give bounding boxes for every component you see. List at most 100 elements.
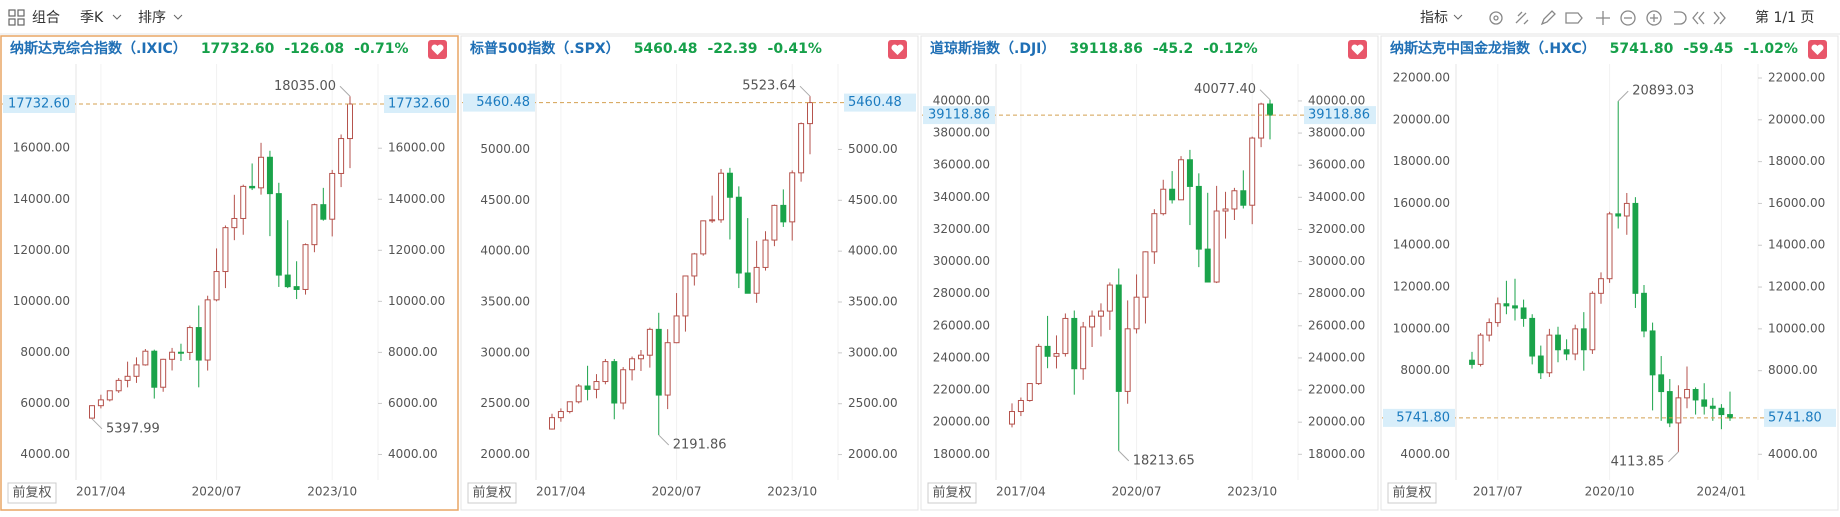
toolbar-item[interactable]: 季K <box>80 10 104 26</box>
candle-body <box>1572 328 1579 355</box>
y2-tick-label: 2000.00 <box>848 447 898 461</box>
toolbar-item[interactable]: 组合 <box>32 10 60 26</box>
y2-tick-label: 26000.00 <box>1308 318 1365 332</box>
candle-body <box>142 350 149 366</box>
annotation-max: 18035.00 <box>274 79 336 94</box>
x-tick-label: 2020/07 <box>1112 485 1162 499</box>
candle-body <box>611 361 618 404</box>
candle-body <box>1701 399 1708 407</box>
candle-body <box>682 275 689 317</box>
quote-change-pct: -0.41% <box>768 41 822 57</box>
candle-body <box>195 327 202 361</box>
candle-body <box>151 350 158 388</box>
adjust-button[interactable] <box>7 482 57 504</box>
y-tick-label: 4000.00 <box>20 447 70 461</box>
y-tick-label: 34000.00 <box>933 190 990 204</box>
y-tick-label: 4000.00 <box>1400 447 1450 461</box>
candle-body <box>160 358 167 388</box>
candle-body <box>311 204 318 246</box>
adjust-button-label: 前复权 <box>1392 485 1431 501</box>
last-price-label: 5741.80 <box>1396 410 1450 425</box>
adjust-button-label: 前复权 <box>472 485 511 501</box>
candle-body <box>637 354 644 360</box>
candle-body <box>798 123 805 174</box>
chart-title: 标普500指数（.SPX） <box>469 40 620 57</box>
quote-change-pct: -0.12% <box>1203 41 1257 57</box>
annotation-leader <box>1259 89 1271 101</box>
y-tick-label: 12000.00 <box>13 243 70 257</box>
last-price-label: 17732.60 <box>388 97 450 112</box>
x-tick-label: 2017/07 <box>1473 485 1523 499</box>
last-price-label: 5741.80 <box>1768 410 1822 425</box>
candle-body <box>780 204 787 223</box>
y2-tick-label: 3500.00 <box>848 295 898 309</box>
adjust-button[interactable] <box>927 482 977 504</box>
y2-tick-label: 12000.00 <box>1768 280 1825 294</box>
y2-tick-label: 10000.00 <box>388 294 445 308</box>
y-tick-label: 2500.00 <box>480 396 530 410</box>
candle-body <box>673 315 680 344</box>
candle-body <box>1503 303 1510 307</box>
candle-body <box>213 271 220 301</box>
toolbar-item[interactable]: 排序 <box>138 10 166 26</box>
last-price-label: 17732.60 <box>8 97 70 112</box>
candle-body <box>1133 296 1140 330</box>
x-tick-label: 2017/04 <box>996 485 1046 499</box>
candle-body <box>169 351 176 360</box>
candle-body <box>575 385 582 403</box>
candle-body <box>1546 334 1553 374</box>
y-tick-label: 5000.00 <box>480 142 530 156</box>
x-tick-label: 2020/10 <box>1585 485 1635 499</box>
candle-body <box>89 405 95 419</box>
candle-body <box>222 227 229 273</box>
y2-tick-label: 4000.00 <box>1768 447 1818 461</box>
y2-tick-label: 22000.00 <box>1768 71 1825 85</box>
candle-body <box>1017 399 1024 413</box>
quote-change-pct: -0.71% <box>354 41 408 57</box>
candle-body <box>1009 411 1015 425</box>
candle-body <box>1142 251 1149 298</box>
y-tick-label: 18000.00 <box>933 447 990 461</box>
adjust-button[interactable] <box>467 482 517 504</box>
layout-icon[interactable] <box>8 9 25 26</box>
candle-body <box>124 375 131 381</box>
tool-icons[interactable] <box>1489 10 1726 26</box>
quote-last: 17732.60 <box>201 41 275 57</box>
last-price-label: 5460.48 <box>848 95 902 110</box>
y-tick-label: 16000.00 <box>1393 196 1450 210</box>
toolbar <box>0 0 1840 34</box>
chevron <box>112 14 122 20</box>
candle-body <box>1231 190 1238 210</box>
y-tick-label: 3000.00 <box>480 345 530 359</box>
quote-change: -45.2 <box>1153 41 1193 57</box>
quote-change: -22.39 <box>707 41 757 57</box>
y2-tick-label: 16000.00 <box>388 141 445 155</box>
candle-body <box>620 369 627 404</box>
candle-body <box>115 379 122 392</box>
annotation-leader <box>91 418 103 430</box>
y-tick-label: 38000.00 <box>933 126 990 140</box>
annotation-min: 5397.99 <box>106 421 160 436</box>
candle-body <box>771 204 778 241</box>
y-tick-label: 26000.00 <box>933 318 990 332</box>
candle-body <box>1623 202 1630 217</box>
candle-body <box>1097 310 1104 317</box>
y2-tick-label: 5000.00 <box>848 142 898 156</box>
annotation-leader <box>1668 451 1679 463</box>
y-tick-label: 16000.00 <box>13 141 70 155</box>
y2-tick-label: 28000.00 <box>1308 286 1365 300</box>
candle-body <box>1204 248 1211 283</box>
candle-body <box>1080 326 1087 370</box>
y-tick-label: 8000.00 <box>1400 363 1450 377</box>
candle-body <box>1477 334 1484 365</box>
candle-body <box>1258 103 1265 139</box>
candle-body <box>1071 317 1078 370</box>
annotation-max: 20893.03 <box>1632 84 1694 99</box>
adjust-button[interactable] <box>1387 482 1437 504</box>
y2-tick-label: 40000.00 <box>1308 93 1365 107</box>
indicator-menu[interactable]: 指标 <box>1420 10 1448 26</box>
candle-body <box>1615 213 1622 217</box>
quote-last: 39118.86 <box>1069 41 1143 57</box>
candle-body <box>1563 349 1570 355</box>
